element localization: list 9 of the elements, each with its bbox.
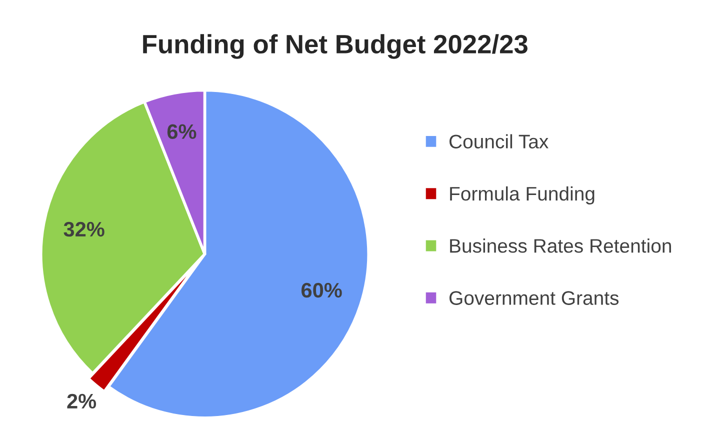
chart-title: Funding of Net Budget 2022/23 bbox=[143, 34, 528, 59]
legend-label: Council Tax bbox=[450, 134, 548, 148]
legend-label: Formula Funding bbox=[450, 186, 594, 204]
data-label: 60% bbox=[302, 282, 342, 298]
data-label: 32% bbox=[64, 222, 104, 237]
data-label: 2% bbox=[67, 394, 96, 409]
legend-label: Business Rates Retention bbox=[450, 238, 671, 253]
data-label: 6% bbox=[167, 124, 196, 139]
legend-label: Government Grants bbox=[449, 291, 619, 305]
